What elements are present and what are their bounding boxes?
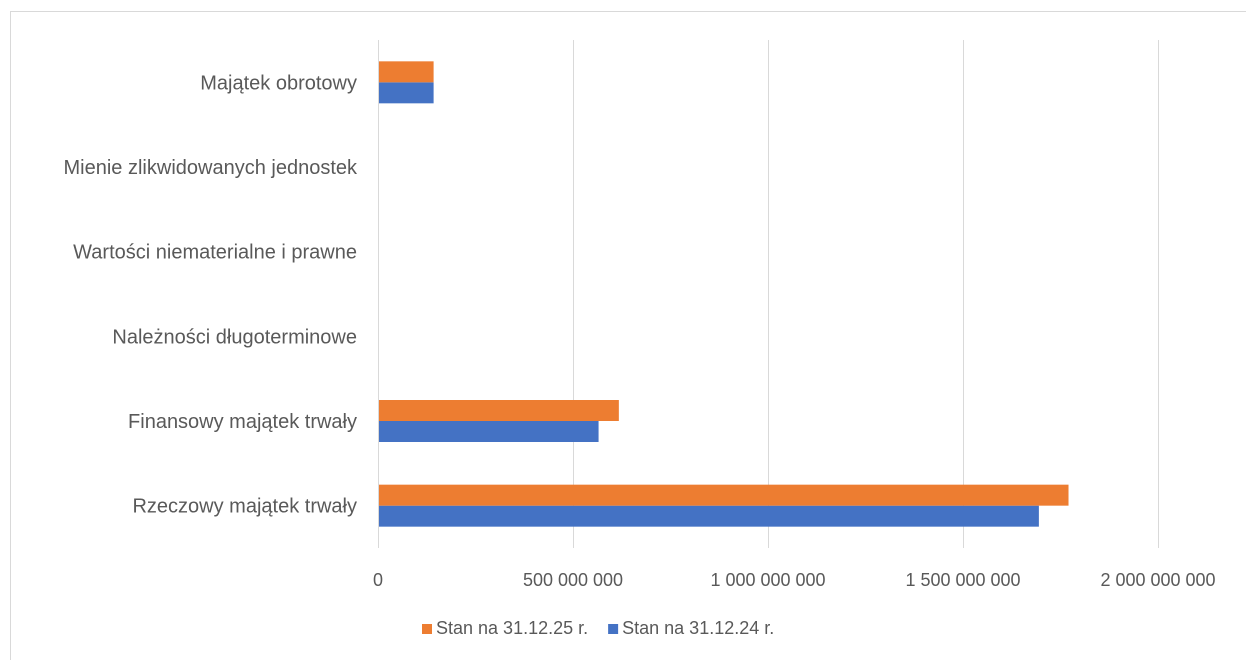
x-tick-label: 500 000 000 bbox=[523, 570, 623, 590]
x-tick-label: 1 000 000 000 bbox=[710, 570, 825, 590]
bar-2024 bbox=[379, 505, 1039, 527]
axis-labels: 0 500 000 000 1 000 000 000 1 500 000 000 2 … bbox=[64, 72, 1216, 590]
gridlines bbox=[378, 40, 1159, 548]
category-label: Wartości niematerialne i prawne bbox=[73, 242, 357, 264]
bar-2025 bbox=[379, 61, 434, 83]
legend-swatch bbox=[608, 624, 619, 634]
bar-2024 bbox=[379, 421, 599, 442]
legend-label: Stan na 31.12.24 r. bbox=[622, 618, 774, 638]
category-label: Rzeczowy majątek trwały bbox=[132, 496, 357, 518]
bar-2024 bbox=[379, 82, 434, 104]
legend-swatch bbox=[422, 624, 432, 634]
category-label: Majątek obrotowy bbox=[200, 72, 357, 94]
x-tick-label: 1 500 000 000 bbox=[905, 570, 1020, 590]
category-label: Mienie zlikwidowanych jednostek bbox=[64, 157, 358, 179]
category-label: Finansowy majątek trwały bbox=[128, 411, 357, 433]
bar-2025 bbox=[379, 484, 1069, 506]
chart-frame bbox=[10, 11, 1246, 660]
x-tick-label: 2 000 000 000 bbox=[1100, 570, 1215, 590]
legend: Stan na 31.12.25 r. Stan na 31.12.24 r. bbox=[422, 618, 774, 638]
category-label: Należności długoterminowe bbox=[112, 326, 357, 348]
bar-2025 bbox=[379, 400, 619, 421]
legend-label: Stan na 31.12.25 r. bbox=[436, 618, 588, 638]
x-tick-label: 0 bbox=[373, 570, 383, 590]
bars bbox=[379, 61, 1069, 527]
